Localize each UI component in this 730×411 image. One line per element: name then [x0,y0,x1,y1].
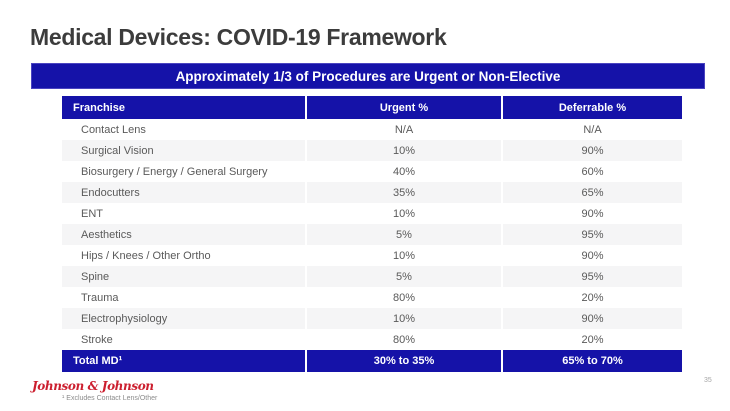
cell-deferrable: 95% [501,224,682,245]
cell-deferrable: 20% [501,287,682,308]
cell-deferrable: 60% [501,161,682,182]
cell-franchise: Stroke [62,329,306,350]
cell-franchise: Electrophysiology [62,308,306,329]
cell-deferrable: 90% [501,203,682,224]
total-deferrable-value: 65% to 70% [501,350,682,372]
table-row: Trauma 80% 20% [62,287,682,308]
cell-deferrable: N/A [501,119,682,140]
table-row: Hips / Knees / Other Ortho 10% 90% [62,245,682,266]
footnote: ¹ Excludes Contact Lens/Other [62,395,158,402]
cell-urgent: 5% [305,224,502,245]
cell-franchise: Endocutters [62,182,306,203]
total-urgent-value: 30% to 35% [305,350,502,372]
table-body: Contact Lens N/A N/A Surgical Vision 10% 90% B… [62,119,682,350]
cell-franchise: Aesthetics [62,224,306,245]
column-header-franchise: Franchise [62,96,306,119]
cell-urgent: 10% [305,140,502,161]
table-row: Aesthetics 5% 95% [62,224,682,245]
table-row: Contact Lens N/A N/A [62,119,682,140]
cell-franchise: Surgical Vision [62,140,306,161]
cell-franchise: Biosurgery / Energy / General Surgery [62,161,306,182]
column-header-deferrable: Deferrable % [501,96,682,119]
table-row: Endocutters 35% 65% [62,182,682,203]
cell-urgent: 10% [305,245,502,266]
cell-deferrable: 95% [501,266,682,287]
table-header: Franchise Urgent % Deferrable % [62,96,682,119]
table-row: Stroke 80% 20% [62,329,682,350]
cell-deferrable: 90% [501,245,682,266]
table-row: Electrophysiology 10% 90% [62,308,682,329]
banner-text: Approximately 1/3 of Procedures are Urge… [175,68,561,84]
cell-franchise: ENT [62,203,306,224]
table-row: ENT 10% 90% [62,203,682,224]
cell-franchise: Contact Lens [62,119,306,140]
cell-urgent: 5% [305,266,502,287]
cell-deferrable: 90% [501,308,682,329]
cell-franchise: Trauma [62,287,306,308]
page-number: 35 [704,377,712,384]
table-footer: Total MD¹ 30% to 35% 65% to 70% [62,350,682,372]
cell-deferrable: 65% [501,182,682,203]
cell-deferrable: 20% [501,329,682,350]
cell-urgent: 35% [305,182,502,203]
cell-urgent: N/A [305,119,502,140]
cell-franchise: Spine [62,266,306,287]
cell-franchise: Hips / Knees / Other Ortho [62,245,306,266]
column-header-urgent: Urgent % [305,96,502,119]
cell-urgent: 10% [305,308,502,329]
table-row: Spine 5% 95% [62,266,682,287]
johnson-and-johnson-logo: Johnson & Johnson [32,379,154,393]
page-title: Medical Devices: COVID-19 Framework [30,24,447,50]
cell-urgent: 80% [305,329,502,350]
table-row: Surgical Vision 10% 90% [62,140,682,161]
procedures-table: Franchise Urgent % Deferrable % Contact … [62,96,682,372]
total-row: Total MD¹ 30% to 35% 65% to 70% [62,350,682,372]
table-row: Biosurgery / Energy / General Surgery 40%… [62,161,682,182]
cell-urgent: 40% [305,161,502,182]
cell-deferrable: 90% [501,140,682,161]
total-label: Total MD¹ [62,350,306,372]
cell-urgent: 80% [305,287,502,308]
cell-urgent: 10% [305,203,502,224]
banner: Approximately 1/3 of Procedures are Urge… [31,63,705,89]
